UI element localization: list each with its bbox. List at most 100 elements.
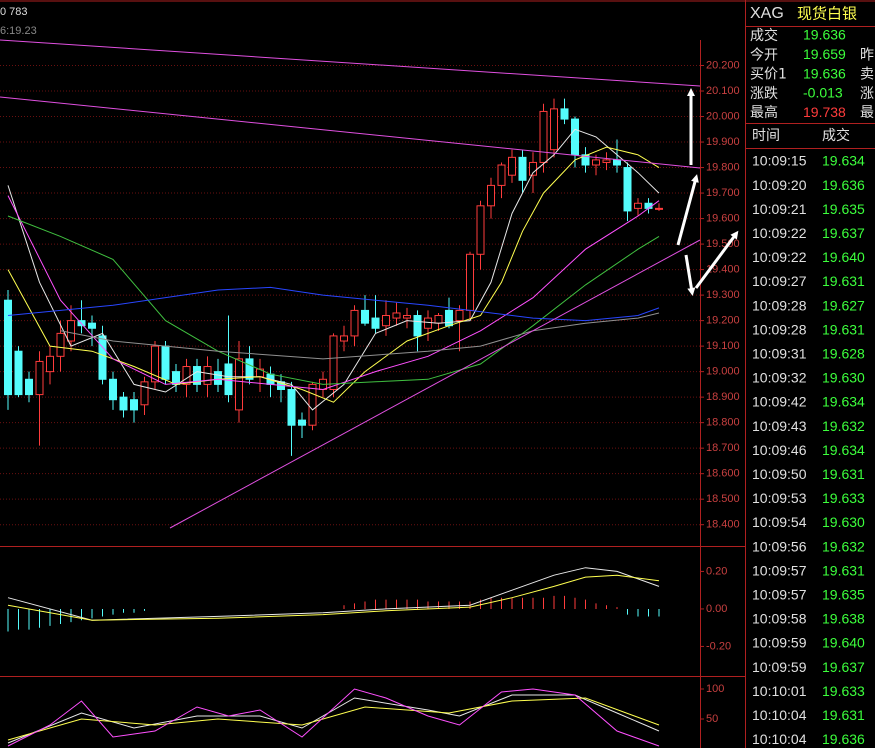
- candle-body: [466, 253, 474, 311]
- indicator-line: [7, 146, 660, 403]
- candle-body: [497, 164, 506, 186]
- candle-body: [508, 156, 516, 176]
- candle-body: [235, 358, 243, 411]
- y-tick-label: 19.100: [706, 340, 740, 352]
- trade-time: 10:09:32: [752, 370, 807, 386]
- candle-body: [193, 366, 201, 385]
- trade-time: 10:09:59: [752, 635, 807, 651]
- candle-body: [413, 315, 422, 337]
- trade-price: 19.640: [822, 249, 865, 265]
- trade-price: 19.630: [822, 370, 865, 386]
- trade-time: 10:09:57: [752, 587, 807, 603]
- trade-price: 19.632: [822, 538, 865, 554]
- candle-body: [119, 396, 128, 411]
- candle-body: [455, 309, 464, 322]
- time: 6:19.23: [0, 25, 37, 37]
- trade-price: 19.635: [822, 201, 865, 217]
- candle-body: [476, 205, 485, 255]
- trend-lines: [0, 39, 701, 529]
- trade-price: 19.630: [822, 514, 865, 530]
- candle-body: [161, 345, 170, 380]
- indicator-line: [7, 567, 660, 621]
- y-tick-label: 20.100: [706, 85, 740, 97]
- trade-time: 10:09:50: [752, 466, 807, 482]
- trade-time: 10:09:57: [752, 562, 807, 578]
- trade-time: 10:09:20: [752, 177, 807, 193]
- candle-body: [130, 399, 138, 411]
- trade-time: 10:10:04: [752, 731, 807, 747]
- indicator-line: [7, 574, 660, 621]
- quote-label: 今开: [750, 47, 778, 63]
- candle-body: [403, 315, 411, 319]
- y-tick-label: 18.800: [706, 417, 740, 429]
- trade-price: 19.631: [822, 321, 865, 337]
- candle-body: [151, 345, 159, 383]
- trade-time: 10:10:01: [752, 683, 807, 699]
- trade-time: 10:09:53: [752, 490, 807, 506]
- indicator-line: [7, 697, 660, 741]
- trade-price: 19.631: [822, 273, 865, 289]
- candle-body: [560, 108, 569, 120]
- candle-body: [361, 309, 369, 324]
- trade-time: 10:09:22: [752, 225, 807, 241]
- y-tick-label: -0.20: [706, 640, 731, 652]
- quote-extra: 昨: [860, 47, 874, 63]
- quote-value: 19.636: [803, 65, 846, 81]
- y-tick-label: 20.000: [706, 110, 740, 122]
- indicator-line: [7, 286, 660, 322]
- trade-price: 19.637: [822, 659, 865, 675]
- candle-body: [88, 322, 96, 329]
- trade-time: 10:09:27: [752, 273, 807, 289]
- quote-extra: 卖: [860, 67, 874, 83]
- y-tick-label: 19.400: [706, 263, 740, 275]
- candle-body: [581, 154, 590, 166]
- trade-time: 10:09:54: [752, 514, 807, 530]
- trade-time: 10:09:21: [752, 201, 807, 217]
- candle-body: [14, 350, 23, 396]
- trade-price: 19.634: [822, 394, 865, 410]
- candle-body: [350, 309, 359, 337]
- candle-body: [214, 371, 222, 385]
- indicator-line: [7, 688, 660, 747]
- quote-value: 19.659: [803, 46, 846, 62]
- trade-price: 19.634: [822, 153, 865, 169]
- candle-body: [203, 366, 212, 385]
- trades-header: 成交: [822, 127, 850, 144]
- candle-body: [655, 207, 663, 210]
- symbol: XAG: [750, 5, 784, 22]
- quote-label: 成交: [750, 27, 778, 44]
- indicator-line: [7, 195, 660, 391]
- y-tick-label: 18.400: [706, 519, 740, 531]
- candle-body: [434, 315, 443, 324]
- candle-body: [382, 315, 390, 327]
- candle-body: [298, 419, 306, 426]
- y-tick-label: 18.900: [706, 391, 740, 403]
- y-tick-label: 19.200: [706, 315, 740, 327]
- trades-header: 时间: [752, 128, 780, 144]
- candle-body: [518, 156, 527, 181]
- candle-body: [644, 202, 653, 209]
- quote-label: 涨跌: [750, 86, 778, 102]
- y-tick-label: 19.900: [706, 136, 740, 148]
- candle-body: [109, 378, 117, 401]
- candle-body: [592, 159, 600, 166]
- indicator-line: [7, 215, 660, 385]
- trade-price: 19.638: [822, 611, 865, 627]
- trade-time: 10:09:15: [752, 153, 807, 169]
- y-tick-label: 18.700: [706, 442, 740, 454]
- quote-label: 最高: [750, 104, 778, 121]
- candle-body: [634, 202, 642, 209]
- quote-value: -0.013: [803, 85, 843, 101]
- quote-label: 买价1: [750, 67, 787, 83]
- candle-body: [46, 355, 54, 373]
- trade-price: 19.633: [822, 683, 865, 699]
- candle-body: [529, 161, 537, 176]
- candle-body: [539, 110, 548, 163]
- trade-price: 19.637: [822, 225, 865, 241]
- trade-price: 19.633: [822, 490, 865, 506]
- trade-price: 19.640: [822, 635, 865, 651]
- indicator-line: [60, 312, 660, 360]
- candle-body: [4, 299, 12, 396]
- y-tick-label: 19.300: [706, 289, 740, 301]
